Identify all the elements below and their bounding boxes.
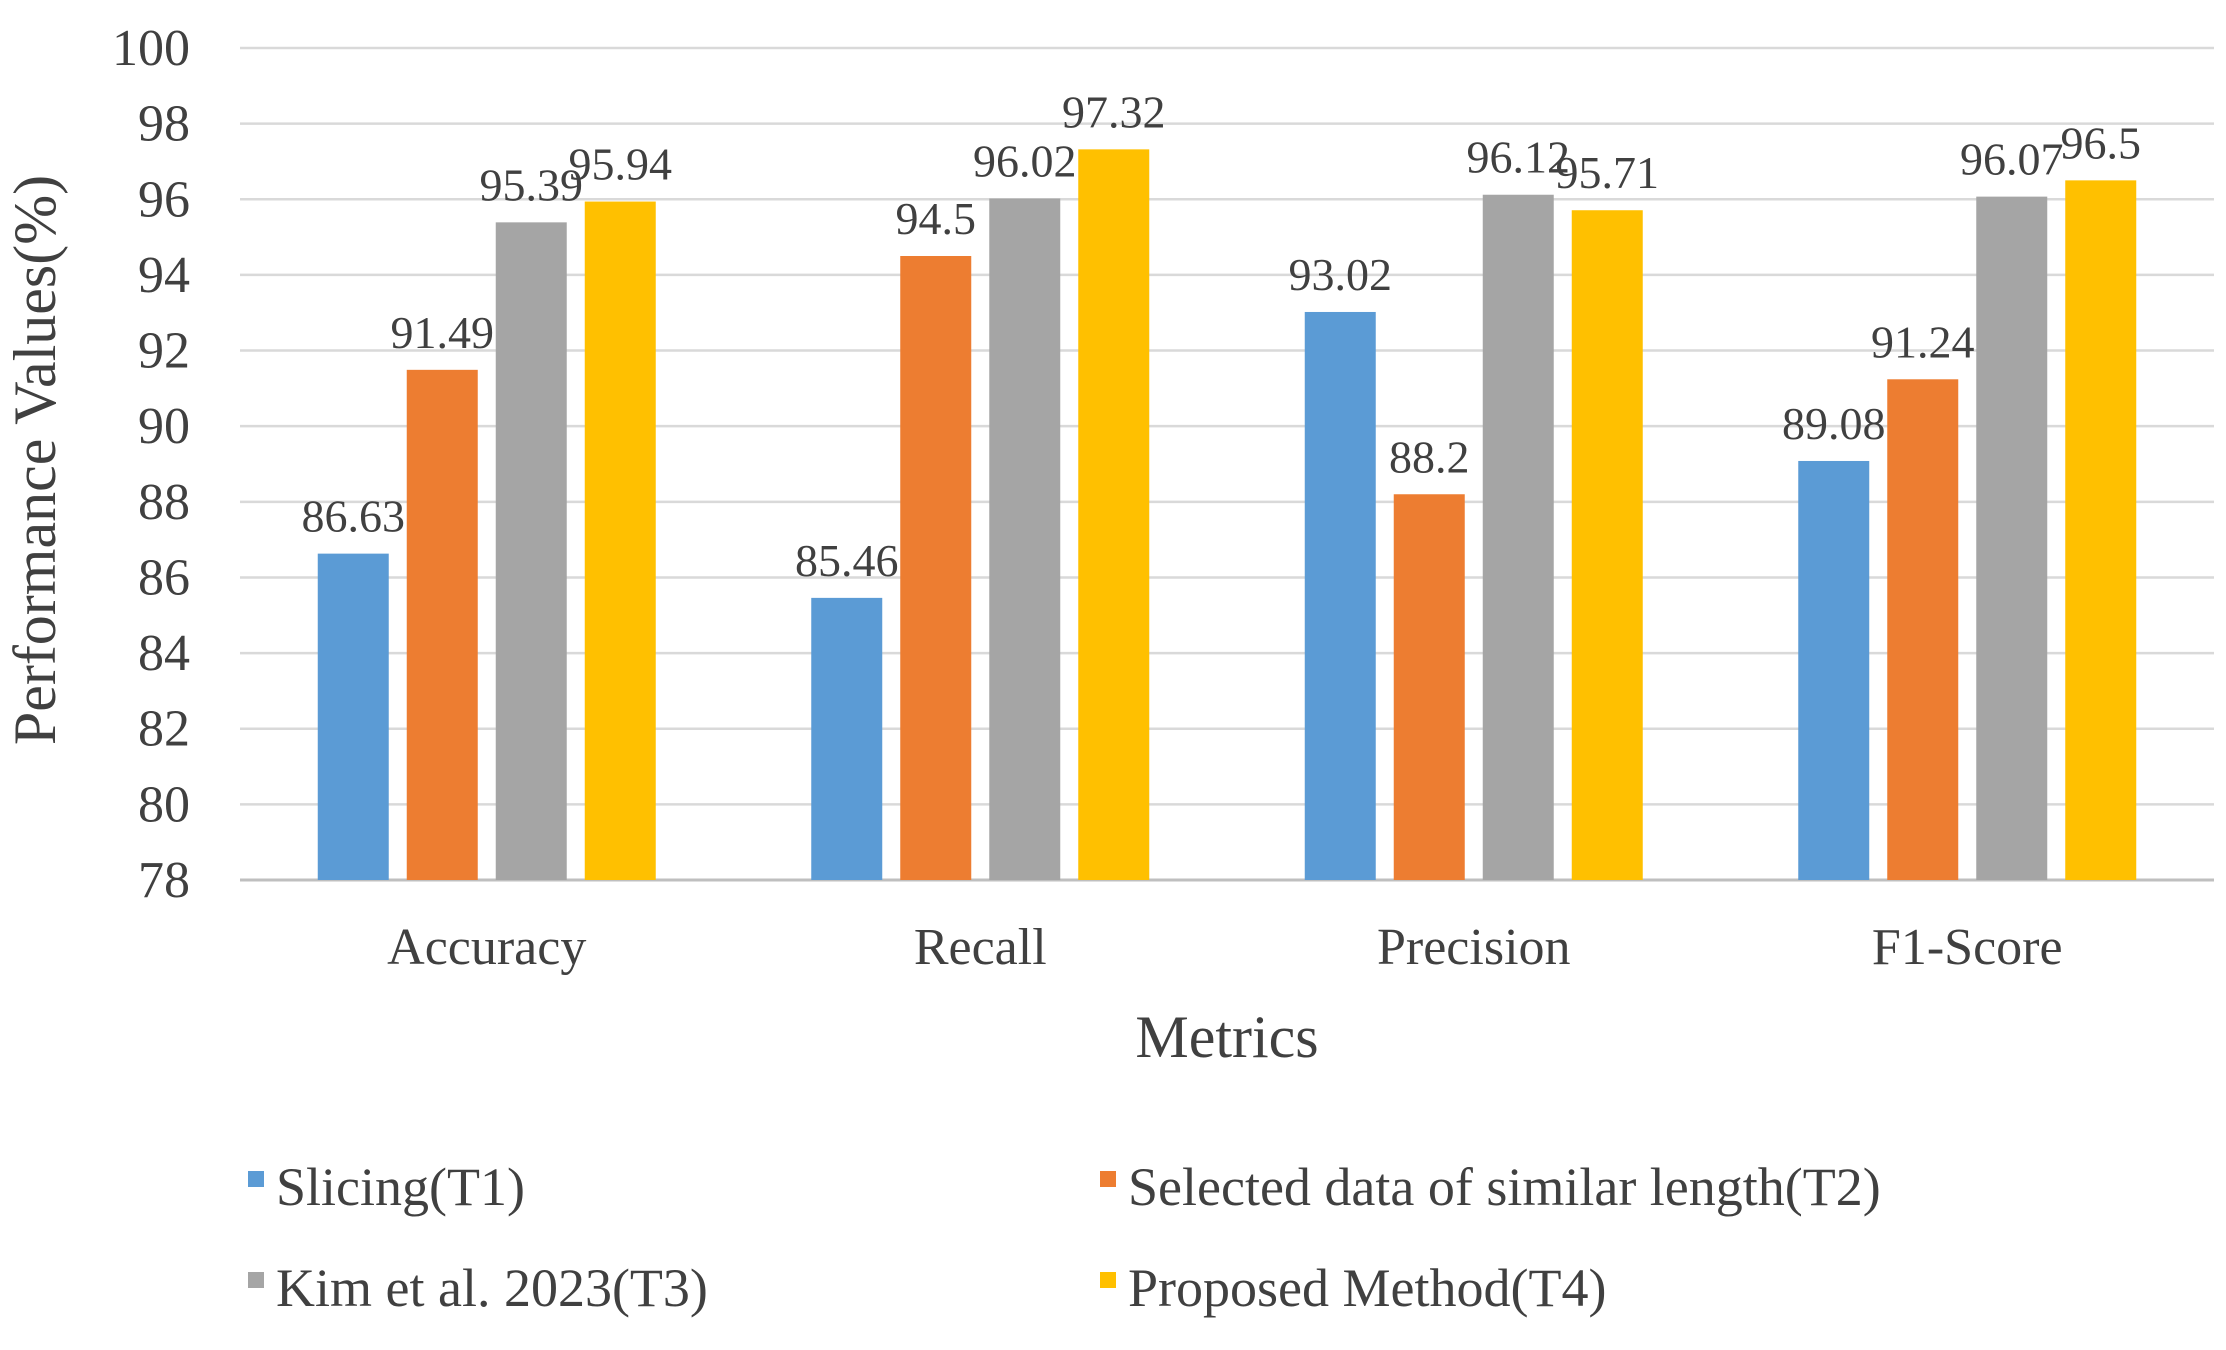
bar xyxy=(495,222,567,881)
x-tick-label: Recall xyxy=(914,919,1047,976)
data-label: 93.02 xyxy=(1289,249,1393,300)
gridlines xyxy=(240,46,2214,882)
y-tick-label: 88 xyxy=(138,474,190,531)
y-axis-title: Performance Values(%) xyxy=(2,175,68,745)
y-tick-label: 100 xyxy=(112,20,190,77)
x-axis-categories: Accuracy Recall Precision F1-Score xyxy=(387,919,2062,976)
bars xyxy=(317,149,2137,881)
legend-swatch xyxy=(1100,1272,1116,1288)
bar xyxy=(989,198,1061,880)
bar xyxy=(1976,196,2048,880)
data-label: 96.07 xyxy=(1960,134,2064,185)
data-label: 96.12 xyxy=(1467,132,1571,183)
y-axis-ticks: 78 80 82 84 86 88 90 92 94 96 98 100 xyxy=(112,20,190,909)
bar xyxy=(1078,149,1150,880)
x-tick-label: F1-Score xyxy=(1872,919,2063,976)
data-label: 96.02 xyxy=(973,136,1077,187)
bar xyxy=(317,553,389,880)
y-tick-label: 86 xyxy=(138,549,190,606)
data-label: 95.39 xyxy=(480,159,584,210)
data-label: 94.5 xyxy=(896,193,977,244)
y-tick-label: 84 xyxy=(138,625,190,682)
legend-swatch xyxy=(248,1272,264,1288)
data-label: 88.2 xyxy=(1389,431,1470,482)
legend-entry: Selected data of similar length(T2) xyxy=(1128,1157,1881,1217)
y-tick-label: 82 xyxy=(138,701,190,758)
x-tick-label: Accuracy xyxy=(387,919,586,976)
bar xyxy=(1571,210,1643,881)
legend-entry: Proposed Method(T4) xyxy=(1128,1258,1606,1318)
bar xyxy=(1798,460,1870,880)
legend-entry: Kim et al. 2023(T3) xyxy=(276,1258,708,1318)
bar xyxy=(1393,494,1465,880)
y-tick-label: 90 xyxy=(138,398,190,455)
legend-swatch xyxy=(1100,1171,1116,1187)
y-tick-label: 78 xyxy=(138,852,190,909)
bar xyxy=(1887,379,1959,880)
bar xyxy=(2065,180,2137,880)
data-label: 97.32 xyxy=(1062,86,1166,137)
data-label: 85.46 xyxy=(795,535,899,586)
bar xyxy=(406,369,478,880)
data-label: 91.24 xyxy=(1871,316,1975,367)
y-tick-label: 98 xyxy=(138,96,190,153)
y-tick-label: 80 xyxy=(138,776,190,833)
bar xyxy=(900,256,972,880)
y-tick-label: 92 xyxy=(138,323,190,380)
bar xyxy=(1304,311,1376,880)
legend-entry: Slicing(T1) xyxy=(276,1157,525,1217)
y-tick-label: 96 xyxy=(138,171,190,228)
data-label: 91.49 xyxy=(391,307,495,358)
x-tick-label: Precision xyxy=(1377,919,1571,976)
data-label: 96.5 xyxy=(2061,117,2142,168)
legend: Slicing(T1) Selected data of similar leng… xyxy=(248,1157,1881,1318)
data-label: 95.94 xyxy=(569,139,673,190)
y-tick-label: 94 xyxy=(138,247,190,304)
bar xyxy=(1482,194,1554,880)
data-label: 86.63 xyxy=(302,491,406,542)
legend-swatch xyxy=(248,1171,264,1187)
data-label: 89.08 xyxy=(1782,398,1886,449)
data-label: 95.71 xyxy=(1556,147,1660,198)
x-axis-title: Metrics xyxy=(1135,1004,1318,1070)
bar xyxy=(584,201,656,881)
bar xyxy=(811,597,883,880)
